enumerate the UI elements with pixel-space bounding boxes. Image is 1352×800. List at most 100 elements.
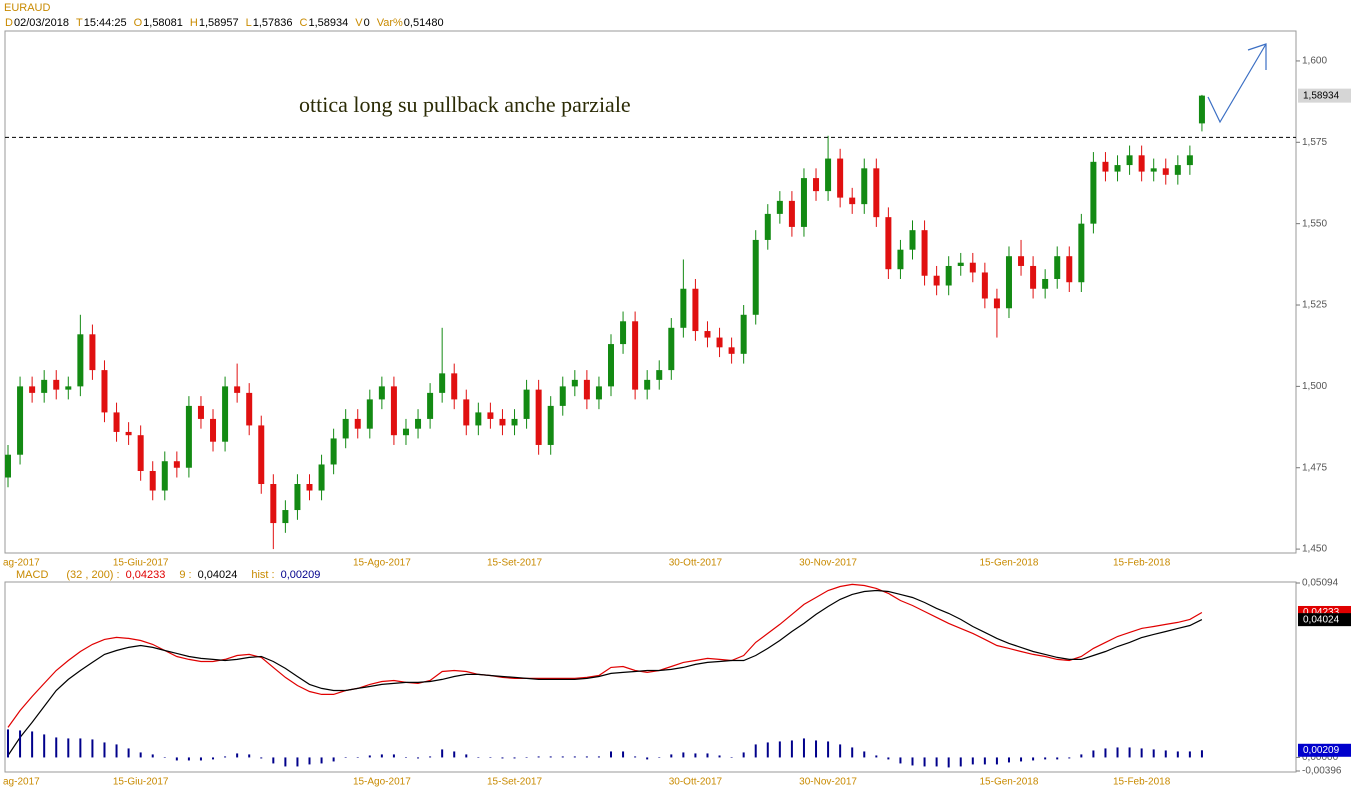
hist-bar	[513, 757, 516, 759]
candle-body	[1150, 168, 1157, 172]
candle-body	[1114, 165, 1121, 172]
x-tick-label: ag-2017	[3, 777, 40, 788]
candle-body	[378, 386, 385, 400]
candle-body	[1198, 95, 1205, 124]
hist-bar	[561, 756, 564, 758]
hist-bar	[501, 757, 504, 759]
candle-body	[620, 321, 627, 345]
hist-bar	[1152, 749, 1155, 758]
y-tick-label: 0,00000	[1302, 752, 1339, 763]
candle-body	[463, 399, 470, 426]
x-tick-label: ag-2017	[3, 558, 40, 569]
hist-bar	[43, 734, 46, 758]
hist-bar	[694, 753, 697, 758]
candle-body	[185, 405, 192, 468]
legend-name: (32 , 200) :	[66, 569, 119, 581]
hist-bar	[332, 757, 335, 762]
value-tag	[1298, 743, 1351, 757]
field-label: Var%	[377, 17, 403, 29]
hist-bar	[1020, 757, 1023, 762]
hist-bar	[187, 757, 190, 761]
symbol-title: EURAUD	[4, 2, 51, 14]
x-tick-label: 15-Ago-2017	[353, 777, 411, 788]
hist-bar	[19, 730, 22, 758]
legend-readout: 0,00209	[281, 569, 321, 581]
hist-bar	[356, 757, 359, 758]
candle-body	[897, 249, 904, 270]
hist-bar	[320, 757, 323, 764]
hist-bar	[79, 738, 82, 758]
candle-body	[270, 484, 277, 524]
candle-body	[53, 379, 60, 390]
candle-body	[1078, 223, 1085, 283]
candle-body	[89, 334, 96, 371]
legend-name: 9 :	[179, 569, 191, 581]
candle-body	[306, 484, 313, 491]
hist-bar	[115, 744, 118, 758]
candle-body	[511, 418, 518, 426]
candle-body	[752, 239, 759, 315]
candle-body	[668, 327, 675, 371]
candle-body	[632, 321, 639, 390]
hist-bar	[839, 744, 842, 758]
value-tag-label: 0,00209	[1303, 745, 1340, 756]
hist-bar	[296, 757, 299, 767]
candle-body	[1042, 278, 1049, 289]
macd-title: MACD	[16, 569, 48, 581]
candle-body	[354, 418, 361, 429]
hist-bar	[139, 752, 142, 758]
candle-body	[800, 178, 807, 227]
hist-bar	[1056, 757, 1059, 760]
candle-body	[197, 405, 204, 419]
hist-bar	[308, 757, 311, 765]
candle-body	[101, 370, 108, 413]
x-tick-label: 15-Ago-2017	[353, 558, 411, 569]
hist-bar	[1032, 757, 1035, 761]
field-value: 15:44:25	[84, 17, 127, 29]
candle-body	[595, 386, 602, 400]
candle-body	[1018, 256, 1025, 266]
candle-body	[813, 178, 820, 192]
x-tick-label: 15-Giu-2017	[113, 558, 169, 569]
x-tick-label: 15-Set-2017	[487, 777, 542, 788]
field-label: L	[246, 17, 252, 29]
candle-body	[837, 158, 844, 198]
field-value: 1,58957	[199, 17, 239, 29]
candle-body	[149, 470, 156, 491]
candle-body	[125, 431, 132, 436]
hist-bar	[55, 737, 58, 758]
candle-body	[234, 386, 241, 393]
field-label: H	[190, 17, 198, 29]
field-value: 1,57836	[253, 17, 293, 29]
y-tick-label: 0,05094	[1302, 578, 1339, 589]
candle-body	[77, 334, 84, 387]
candle-body	[1126, 155, 1133, 166]
hist-bar	[525, 757, 528, 758]
candle-body	[41, 379, 48, 393]
candle-body	[885, 217, 892, 270]
candle-body	[873, 168, 880, 218]
hist-bar	[1128, 747, 1131, 758]
candle-body	[1054, 256, 1061, 279]
hist-bar	[7, 729, 9, 758]
candle-body	[451, 373, 458, 400]
candle-body	[680, 288, 687, 328]
candle-body	[366, 399, 373, 429]
field-value: 0	[364, 17, 370, 29]
hist-bar	[175, 757, 178, 761]
hist-bar	[706, 753, 709, 758]
hist-bar	[103, 742, 106, 758]
candle-body	[933, 275, 940, 286]
hist-bar	[1176, 751, 1179, 758]
hist-bar	[1007, 757, 1010, 763]
macd-plot	[7, 583, 1203, 768]
hist-bar	[489, 757, 492, 758]
field-value: 1,58081	[143, 17, 183, 29]
x-tick-label: 15-Feb-2018	[1113, 558, 1171, 569]
candle-body	[427, 392, 434, 419]
hist-bar	[827, 741, 830, 758]
hist-bar	[404, 757, 407, 758]
candle-body	[246, 392, 253, 426]
